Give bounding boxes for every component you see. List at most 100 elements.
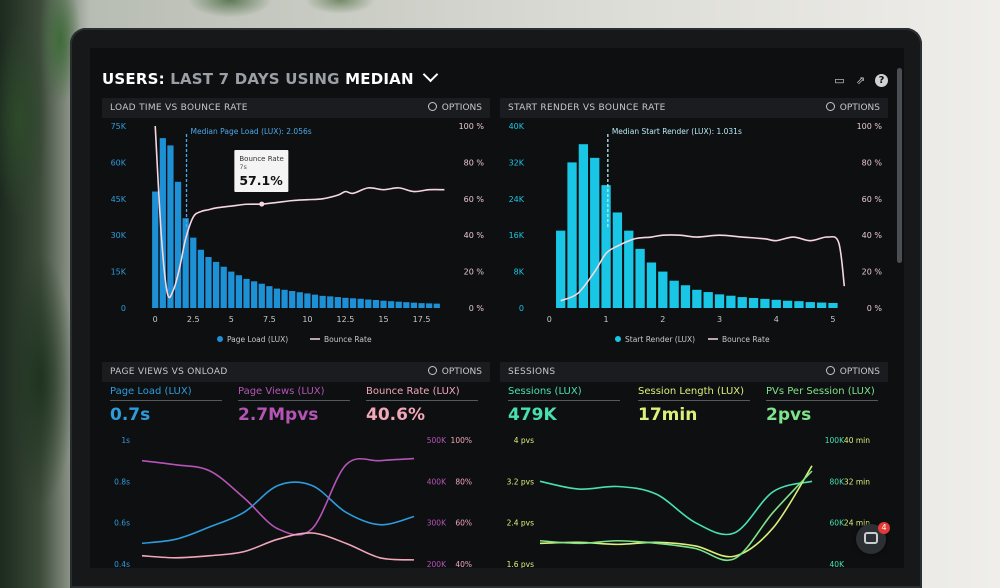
panel-title: LOAD TIME VS BOUNCE RATE (102, 98, 490, 118)
y-tick-label: 0 (121, 304, 126, 313)
metric-session-length[interactable]: Session Length (LUX) 17min (638, 386, 750, 425)
chart-bar (771, 299, 781, 308)
chart-bar (152, 191, 159, 308)
monitor-icon[interactable]: ▭ (834, 74, 845, 87)
metric-label: Session Length (LUX) (638, 386, 750, 401)
bounce-rate-line (560, 234, 846, 302)
chart-bar (372, 299, 380, 308)
chart-bar (273, 288, 281, 308)
top-toolbar: ▭ ⇗ ? (833, 74, 888, 87)
chart-bar (578, 144, 589, 308)
y-tick-label: 2.4 pvs (507, 519, 535, 528)
metric-label: Sessions (LUX) (508, 386, 620, 401)
options-button[interactable]: OPTIONS (825, 98, 880, 118)
y-tick-label: 8K (514, 268, 525, 277)
chart-bar (159, 138, 166, 308)
chart-bar (624, 230, 634, 308)
chart-bar (816, 302, 827, 308)
chart-bar (304, 293, 311, 308)
legend-marker (615, 336, 621, 342)
metric-page-load[interactable]: Page Load (LUX) 0.7s (110, 386, 222, 425)
y2-tick-label: 0 % (469, 304, 485, 313)
y2-tick-label: 400K (427, 477, 447, 486)
chart-bar (703, 292, 713, 308)
legend-label: Start Render (LUX) (625, 335, 695, 344)
metric-label: PVs Per Session (LUX) (766, 386, 878, 401)
chart-bar (235, 275, 243, 308)
chat-icon (864, 532, 878, 544)
load-time-chart: 0 0 % 15K 20 % 30K 40 % 45K 60 % 60K 80 % 75K 100 %… (111, 122, 485, 344)
metric-value: 479K (508, 405, 557, 425)
chart-bar (395, 301, 402, 308)
scrollbar[interactable] (897, 68, 902, 263)
y2-tick-label: 60 % (862, 195, 883, 204)
y3-tick-label: 32 min (844, 477, 870, 486)
external-link-icon[interactable]: ⇗ (855, 74, 866, 87)
chart-bar (281, 289, 288, 308)
chart-bar (692, 289, 702, 308)
panel-title: SESSIONS (500, 362, 888, 382)
series-line (539, 465, 813, 558)
metric-sessions[interactable]: Sessions (LUX) 479K (508, 386, 620, 425)
y2-tick-label: 80K (830, 477, 846, 486)
y2-tick-label: 100K (825, 436, 845, 445)
chart-bar (794, 301, 804, 308)
chart-bar (212, 261, 220, 308)
options-label: OPTIONS (441, 367, 482, 377)
start-render-chart: 0 0 % 8K 20 % 16K 40 % 24K 60 % 32K 80 % 40K 100 % 0… (509, 122, 883, 344)
chart-bar (182, 218, 189, 308)
y2-tick-label: 60K (830, 519, 846, 528)
y-tick-label: 30K (111, 231, 127, 240)
metric-value: 0.7s (110, 405, 151, 425)
metric-value: 17min (638, 405, 698, 425)
y3-tick-label: 80% (455, 477, 472, 486)
median-label: Median Start Render (LUX): 1.031s (612, 127, 742, 136)
y-tick-label: 75K (111, 122, 127, 131)
options-button[interactable]: OPTIONS (427, 98, 482, 118)
background-leaves (150, 0, 400, 30)
options-button[interactable]: OPTIONS (825, 362, 880, 382)
chart-bar (228, 271, 235, 308)
x-tick-label: 4 (774, 315, 779, 324)
sessions-chart: 1.6 pvs 2.4 pvs 3.2 pvs 4 pvs 40K 60K 80K 100K 2… (507, 436, 871, 568)
y2-tick-label: 20 % (464, 268, 485, 277)
series-line (539, 480, 813, 536)
metric-page-views[interactable]: Page Views (LUX) 2.7Mpvs (238, 386, 350, 425)
chart-bar (357, 298, 364, 308)
chart-bar (726, 295, 736, 308)
metric-label: Bounce Rate (LUX) (366, 386, 478, 401)
y3-tick-label: 24 min (844, 519, 870, 528)
tooltip-value: 57.1% (239, 173, 283, 188)
chat-button[interactable] (856, 524, 886, 554)
y-tick-label: 0 (519, 304, 524, 313)
y2-tick-label: 60 % (464, 195, 485, 204)
x-tick-label: 1 (604, 315, 609, 324)
metric-bounce-rate[interactable]: Bounce Rate (LUX) 40.6% (366, 386, 478, 425)
page-title[interactable]: USERS: LAST 7 DAYS USING MEDIAN (102, 66, 439, 88)
metric-pvs-per-session[interactable]: PVs Per Session (LUX) 2pvs (766, 386, 878, 425)
chart-bar (805, 302, 815, 308)
hover-point (259, 201, 265, 207)
chart-bar (342, 297, 349, 308)
median-label: Median Page Load (LUX): 2.056s (191, 127, 312, 136)
chart-bar (612, 212, 623, 308)
x-tick-label: 2.5 (187, 315, 200, 324)
chart-bar (174, 181, 182, 308)
bounce-rate-line (154, 125, 445, 299)
chart-bar (365, 299, 372, 308)
chart-bar (782, 300, 793, 308)
y-tick-label: 1.6 pvs (507, 560, 535, 568)
y2-tick-label: 500K (427, 436, 447, 445)
x-tick-label: 7.5 (263, 315, 276, 324)
help-icon[interactable]: ? (875, 74, 888, 87)
chart-bar (327, 296, 334, 308)
chevron-down-icon[interactable] (422, 66, 439, 83)
options-button[interactable]: OPTIONS (427, 362, 482, 382)
x-tick-label: 2 (660, 315, 665, 324)
chart-bar (646, 262, 657, 308)
page-views-panel: PAGE VIEWS VS ONLOAD OPTIONS Page Load (… (102, 362, 490, 568)
legend-label: Page Load (LUX) (227, 335, 288, 344)
y-tick-label: 45K (111, 195, 127, 204)
panel-title: START RENDER VS BOUNCE RATE (500, 98, 888, 118)
gear-icon (427, 102, 437, 111)
